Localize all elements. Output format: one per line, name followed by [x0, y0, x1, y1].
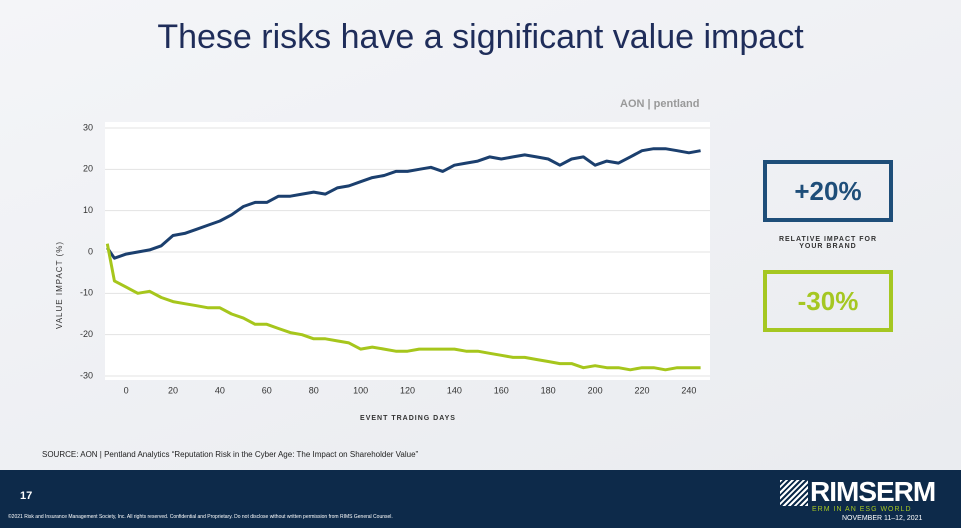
source: SOURCE: AON | Pentland Analytics “Reputa… — [42, 450, 419, 459]
y-tick-label: 30 — [83, 122, 93, 132]
data-line — [106, 147, 701, 260]
y-tick-label: -30 — [80, 370, 93, 380]
y-tick-label: -10 — [80, 288, 93, 298]
x-tick-label: 200 — [588, 385, 603, 395]
y-tick-label: -20 — [80, 329, 93, 339]
x-tick-label: 240 — [681, 385, 696, 395]
y-tick-label: 0 — [88, 246, 93, 256]
y-tick-label: 20 — [83, 164, 93, 174]
x-tick-label: 40 — [215, 385, 225, 395]
brand-date: NOVEMBER 11–12, 2021 — [842, 515, 923, 522]
callout-box: -30% — [763, 270, 893, 332]
x-tick-label: 20 — [168, 385, 178, 395]
y-axis-label: VALUE IMPACT (%) — [55, 241, 64, 329]
x-tick-label: 60 — [262, 385, 272, 395]
callout-box: +20% — [763, 160, 893, 222]
data-line — [105, 243, 701, 372]
x-tick-label: 0 — [124, 385, 129, 395]
y-tick-label: 10 — [83, 205, 93, 215]
callout-caption: RELATIVE IMPACT FOR YOUR BRAND — [778, 236, 878, 250]
brand-icon — [780, 480, 808, 506]
copyright: ©2021 Risk and Insurance Management Soci… — [8, 514, 393, 520]
x-tick-label: 120 — [400, 385, 415, 395]
x-tick-label: 180 — [541, 385, 556, 395]
logo: AON | pentland — [620, 98, 700, 110]
brand: RIMSERM — [810, 476, 936, 507]
brand-tagline: ERM IN AN ESG WORLD — [812, 506, 912, 513]
plot-area — [105, 122, 710, 380]
x-tick-label: 80 — [309, 385, 319, 395]
x-axis-label: EVENT TRADING DAYS — [360, 415, 456, 422]
x-tick-label: 220 — [634, 385, 649, 395]
page-number: 17 — [20, 490, 33, 502]
slide-title: These risks have a significant value imp… — [157, 18, 804, 56]
x-tick-label: 160 — [494, 385, 509, 395]
x-tick-label: 140 — [447, 385, 462, 395]
x-tick-label: 100 — [353, 385, 368, 395]
chart: VALUE IMPACT (%) EVENT TRADING DAYS -30 -… — [55, 122, 710, 422]
footer: 17 ©2021 Risk and Insurance Management S… — [0, 470, 961, 528]
